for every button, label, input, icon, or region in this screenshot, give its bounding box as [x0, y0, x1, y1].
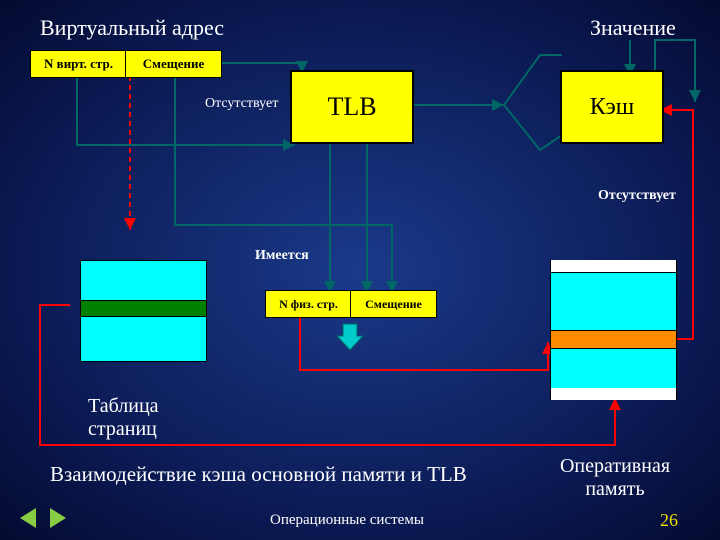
slide-number: 26	[660, 510, 678, 531]
main-memory-region	[550, 260, 675, 400]
virt-offset-box: Смещение	[125, 50, 222, 78]
page-table-label: Таблица страниц	[88, 395, 159, 441]
title-value: Значение	[590, 15, 676, 41]
main-memory-label: Оперативная память	[545, 455, 685, 501]
tlb-box: TLB	[290, 70, 414, 144]
title-virtual-address: Виртуальный адрес	[40, 15, 224, 41]
page-table-region	[80, 260, 205, 360]
footer-text: Операционные системы	[270, 512, 424, 529]
tlb-miss-label: Отсутствует	[205, 96, 278, 112]
cache-box: Кэш	[560, 70, 664, 144]
phys-page-box: N физ. стр.	[265, 290, 352, 318]
virt-page-box: N вирт. стр.	[30, 50, 127, 78]
phys-offset-box: Смещение	[350, 290, 437, 318]
tlb-hit-label: Имеется	[255, 248, 309, 264]
cache-miss-label: Отсутствует	[598, 188, 676, 204]
nav-prev-icon[interactable]	[20, 508, 36, 528]
caption: Взаимодействие кэша основной памяти и TL…	[50, 462, 467, 487]
nav-next-icon[interactable]	[50, 508, 66, 528]
